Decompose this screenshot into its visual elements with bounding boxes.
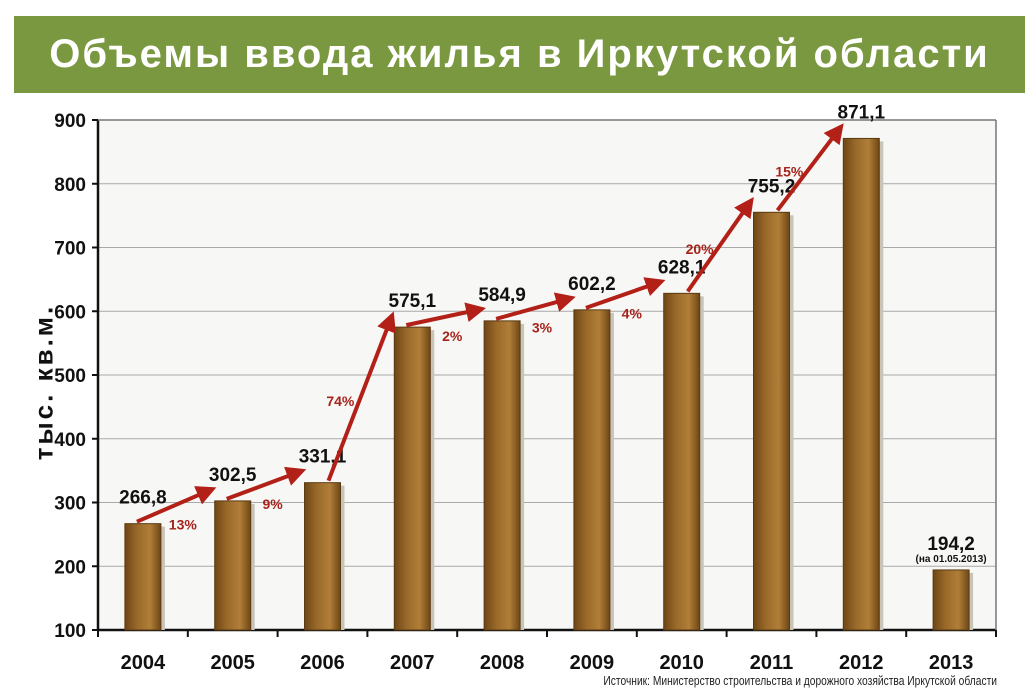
data-label: 575,1	[389, 291, 437, 312]
growth-arrow	[775, 123, 844, 212]
bar	[932, 569, 970, 631]
growth-arrow	[585, 277, 666, 310]
growth-label: 4%	[622, 306, 643, 322]
y-tick-label: 600	[54, 302, 86, 323]
growth-label: 3%	[532, 319, 553, 335]
data-label: 584,9	[478, 285, 526, 306]
bar	[663, 292, 701, 631]
y-tick-label: 700	[54, 239, 86, 260]
growth-label: 74%	[326, 393, 355, 409]
source-note: Источник: Министерство строительства и д…	[603, 674, 997, 688]
growth-arrow	[405, 302, 487, 328]
x-tick-label: 2008	[480, 652, 525, 674]
growth-arrow	[226, 466, 307, 501]
x-tick-label: 2010	[659, 652, 704, 674]
data-label: 755,2	[748, 176, 796, 197]
chart-title: Объемы ввода жилья в Иркутской области	[49, 32, 990, 76]
growth-arrow	[136, 486, 217, 524]
growth-label: 20%	[686, 241, 715, 257]
x-tick-label: 2009	[570, 652, 615, 674]
x-tick-label: 2004	[121, 652, 166, 674]
bar	[304, 482, 341, 631]
x-tick-label: 2013	[929, 652, 974, 674]
growth-arrow	[326, 311, 396, 482]
x-tick-label: 2007	[390, 652, 435, 674]
data-label: 602,2	[568, 274, 616, 295]
bar	[393, 326, 431, 631]
bar	[753, 211, 790, 631]
bar	[214, 500, 252, 631]
x-tick-label: 2011	[750, 652, 793, 674]
growth-arrow	[495, 292, 576, 321]
growth-label: 13%	[169, 516, 198, 532]
y-tick-label: 800	[54, 175, 86, 196]
bar	[483, 320, 521, 631]
data-label: 302,5	[209, 465, 257, 486]
bar	[124, 523, 162, 631]
growth-label: 9%	[262, 496, 283, 512]
x-tick-label: 2012	[839, 652, 884, 674]
y-tick-label: 900	[54, 111, 86, 132]
data-label: 194,2	[927, 534, 975, 555]
bar	[573, 309, 611, 631]
data-label: 871,1	[838, 102, 886, 123]
x-tick-label: 2005	[210, 652, 255, 674]
y-tick-label: 400	[54, 430, 86, 451]
growth-label: 2%	[442, 328, 463, 344]
title-banner: Объемы ввода жилья в Иркутской области	[14, 16, 1025, 93]
growth-label: 15%	[775, 163, 804, 179]
bar	[842, 137, 880, 631]
y-tick-label: 500	[54, 366, 86, 387]
growth-arrow	[686, 197, 754, 293]
y-tick-label: 100	[54, 621, 86, 642]
x-tick-label: 2006	[300, 652, 345, 674]
data-label: 266,8	[119, 488, 167, 509]
data-label: 628,1	[658, 257, 706, 278]
y-tick-label: 300	[54, 494, 86, 515]
data-note: (на 01.05.2013)	[916, 554, 987, 565]
y-tick-label: 200	[54, 557, 86, 578]
